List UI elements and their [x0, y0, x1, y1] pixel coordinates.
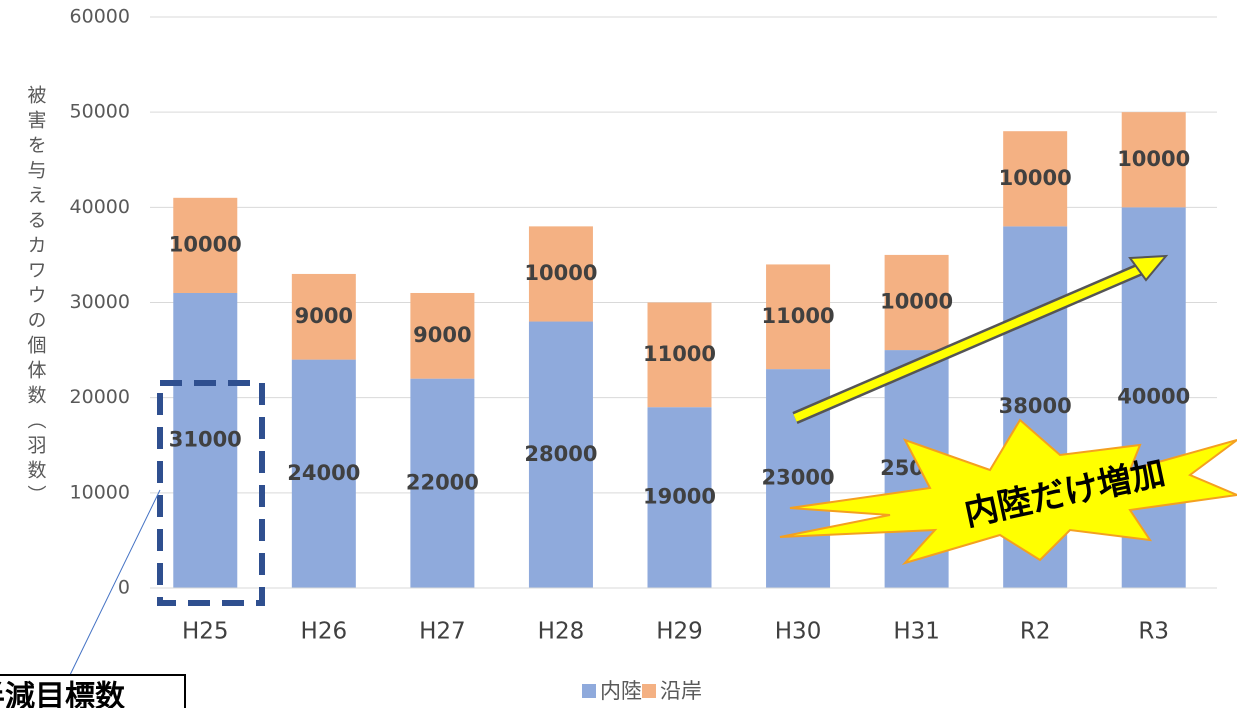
data-label: 24000 [287, 461, 360, 485]
callout-line [69, 489, 161, 676]
bar-segment [528, 226, 593, 322]
legend-label: 沿岸 [660, 679, 702, 703]
target-box [157, 380, 265, 606]
data-label: 38000 [999, 394, 1072, 418]
data-label: 22000 [406, 470, 479, 494]
data-label: 9000 [295, 304, 353, 328]
bar-segment [1003, 131, 1068, 227]
x-tick-label: H25 [182, 619, 229, 645]
y-axis-label: 被害を与えるカワウの個体数（羽数） [25, 85, 47, 510]
arrow-shaft [793, 261, 1152, 422]
data-label: 10000 [524, 261, 597, 285]
bar-segment [1121, 112, 1186, 208]
legend-swatch [582, 684, 596, 698]
data-label: 11000 [643, 342, 716, 366]
data-label: 40000 [1117, 385, 1190, 409]
bar-segment [291, 359, 356, 588]
callout-box [0, 674, 186, 708]
bar-segment [528, 321, 593, 588]
data-label: 23000 [762, 466, 835, 490]
x-tick-label: H29 [656, 619, 703, 645]
bar-segment [173, 197, 238, 293]
legend-swatch [642, 684, 656, 698]
burst-shape [779, 418, 1237, 565]
bar-segment [647, 302, 712, 408]
data-label: 31000 [169, 427, 242, 451]
x-tick-label: H27 [419, 619, 466, 645]
data-label: 28000 [524, 442, 597, 466]
x-tick-label: R2 [1020, 619, 1051, 645]
y-tick-label: 0 [118, 577, 130, 599]
bar-segment [647, 407, 712, 588]
plot-area: 0 10000 20000 30000 40000 50000 60000 31000 1000… [70, 6, 1217, 645]
data-label: 10000 [880, 290, 953, 314]
callout-text: 半減目標数 [0, 680, 126, 708]
bar-segment [291, 273, 356, 360]
data-label: 19000 [643, 485, 716, 509]
y-tick-label: 60000 [70, 6, 130, 28]
data-label: 11000 [762, 304, 835, 328]
arrow-head [1128, 254, 1169, 282]
x-tick-label: H30 [775, 619, 822, 645]
x-tick-label: R3 [1138, 619, 1169, 645]
y-tick-label: 20000 [70, 386, 130, 408]
bar-segment [410, 378, 475, 588]
data-label: 9000 [413, 323, 471, 347]
data-label: 10000 [169, 232, 242, 256]
legend-label: 内陸 [600, 679, 642, 703]
data-label: 10000 [999, 166, 1072, 190]
x-tick-label: H28 [538, 619, 585, 645]
bar-segment [173, 292, 238, 588]
y-tick-label: 10000 [70, 481, 130, 503]
bar-segment [884, 254, 949, 351]
y-tick-label: 30000 [70, 291, 130, 313]
x-tick-label: H31 [893, 619, 940, 645]
x-tick-label: H26 [301, 619, 348, 645]
y-tick-label: 40000 [70, 196, 130, 218]
y-tick-label: 50000 [70, 101, 130, 123]
data-label: 10000 [1117, 147, 1190, 171]
bar-segment [410, 292, 475, 379]
bar-segment [766, 264, 831, 370]
